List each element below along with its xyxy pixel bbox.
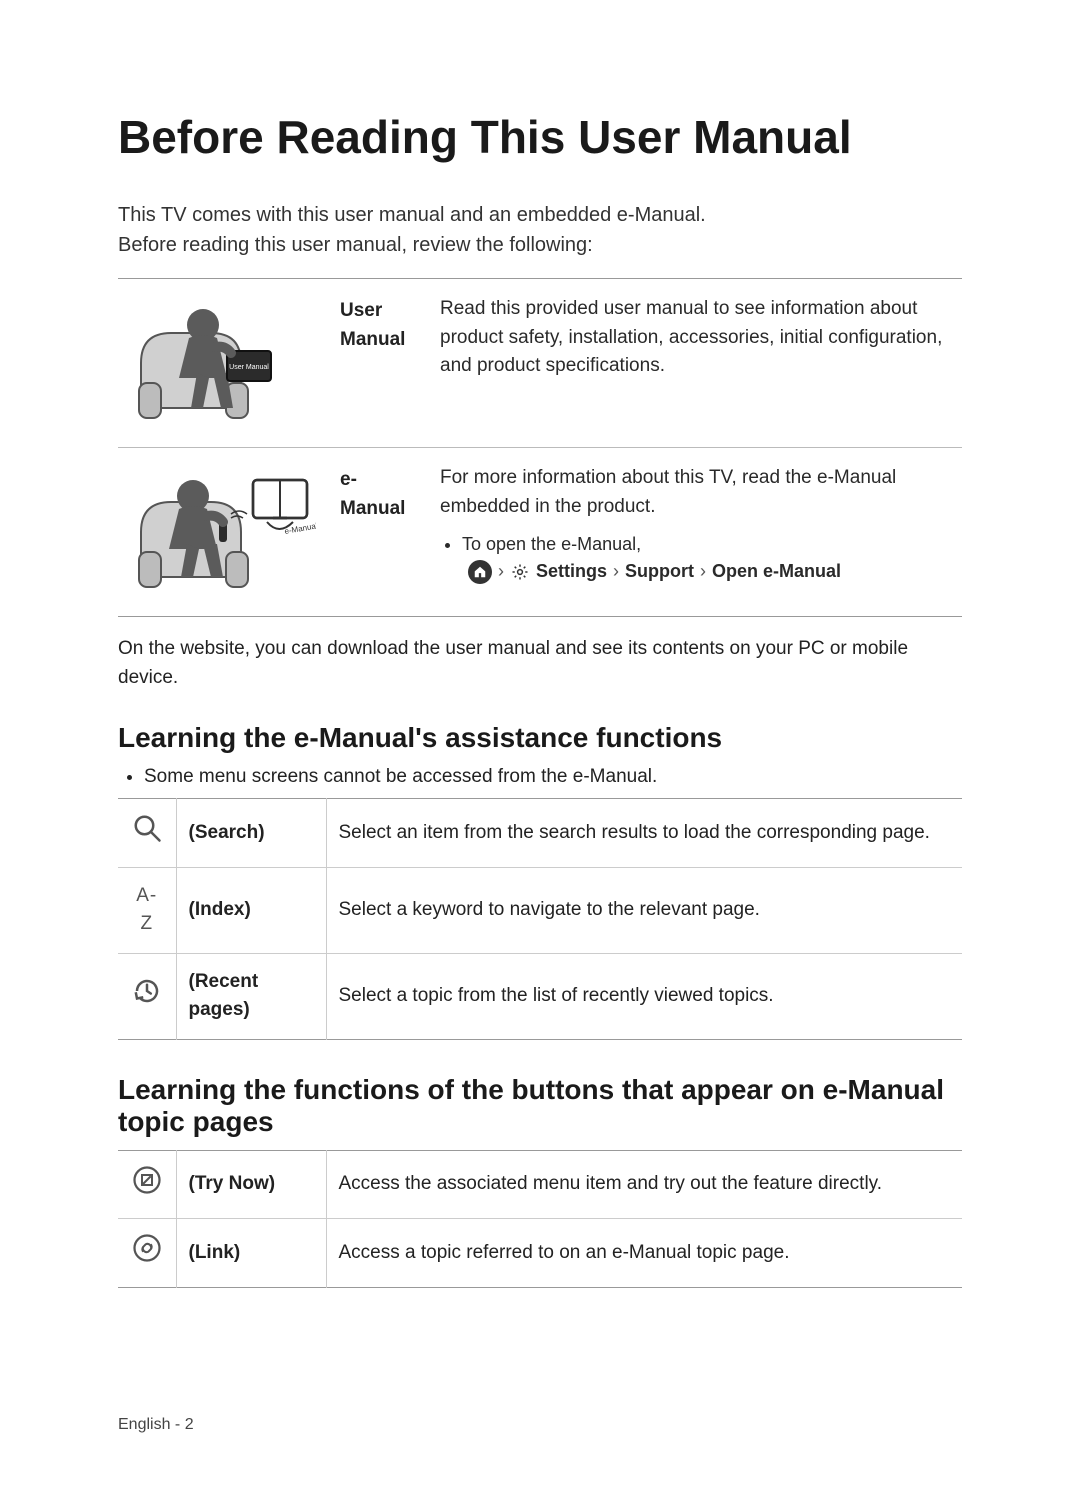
- nav-open-emanual: Open e-Manual: [712, 558, 841, 585]
- table-row: (Link) Access a topic referred to on an …: [118, 1219, 962, 1288]
- nav-settings: Settings: [536, 558, 607, 585]
- func-desc: Select an item from the search results t…: [326, 799, 962, 868]
- emanual-desc-line: For more information about this TV, read…: [440, 467, 896, 517]
- try-now-icon: [118, 1150, 176, 1219]
- topic-page-buttons-table: (Try Now) Access the associated menu ite…: [118, 1150, 962, 1288]
- nav-support: Support: [625, 558, 694, 585]
- chevron-right-icon: ›: [700, 558, 706, 585]
- manual-label: e-Manual: [328, 448, 428, 617]
- section-heading-assistance: Learning the e-Manual's assistance funct…: [118, 722, 962, 754]
- func-name: (Search): [176, 799, 326, 868]
- link-icon: [118, 1219, 176, 1288]
- intro-line-1: This TV comes with this user manual and …: [118, 200, 962, 230]
- func-name: (Link): [176, 1219, 326, 1288]
- func-desc: Select a topic from the list of recently…: [326, 953, 962, 1039]
- func-desc: Select a keyword to navigate to the rele…: [326, 867, 962, 953]
- home-icon: [468, 560, 492, 584]
- page-footer: English - 2: [118, 1416, 194, 1434]
- az-icon: A-Z: [118, 867, 176, 953]
- table-row: (Search) Select an item from the search …: [118, 799, 962, 868]
- recent-icon: [118, 953, 176, 1039]
- manual-label: User Manual: [328, 279, 428, 448]
- open-label: To open the e-Manual,: [462, 534, 641, 554]
- func-desc: Access a topic referred to on an e-Manua…: [326, 1219, 962, 1288]
- after-table-note: On the website, you can download the use…: [118, 635, 962, 692]
- chevron-right-icon: ›: [613, 558, 619, 585]
- func-desc: Access the associated menu item and try …: [326, 1150, 962, 1219]
- intro-block: This TV comes with this user manual and …: [118, 200, 962, 260]
- manual-desc: For more information about this TV, read…: [428, 448, 962, 617]
- section-heading-buttons: Learning the functions of the buttons th…: [118, 1074, 962, 1138]
- emanual-open-item: To open the e-Manual, › Settings › Suppo…: [462, 531, 950, 587]
- booklet-label: User Manual: [229, 364, 269, 371]
- func-name: (Recent pages): [176, 953, 326, 1039]
- table-row: User Manual User Manual Read this provid…: [118, 279, 962, 448]
- search-icon: [118, 799, 176, 868]
- table-row: A-Z (Index) Select a keyword to navigate…: [118, 867, 962, 953]
- section2-note-list: Some menu screens cannot be accessed fro…: [144, 766, 962, 788]
- nav-path: › Settings › Support › Open e-Manual: [468, 558, 841, 585]
- emanual-open-list: To open the e-Manual, › Settings › Suppo…: [462, 531, 950, 587]
- chevron-right-icon: ›: [498, 558, 504, 585]
- table-row: (Try Now) Access the associated menu ite…: [118, 1150, 962, 1219]
- assistance-functions-table: (Search) Select an item from the search …: [118, 798, 962, 1040]
- illustration-e-manual: e-Manual: [118, 448, 328, 617]
- manual-types-table: User Manual User Manual Read this provid…: [118, 278, 962, 617]
- func-name: (Index): [176, 867, 326, 953]
- intro-line-2: Before reading this user manual, review …: [118, 230, 962, 260]
- section2-note: Some menu screens cannot be accessed fro…: [144, 766, 962, 788]
- illustration-user-manual: User Manual: [118, 279, 328, 448]
- page-title: Before Reading This User Manual: [118, 110, 962, 164]
- gear-icon: [510, 562, 530, 582]
- func-name: (Try Now): [176, 1150, 326, 1219]
- manual-desc: Read this provided user manual to see in…: [428, 279, 962, 448]
- table-row: (Recent pages) Select a topic from the l…: [118, 953, 962, 1039]
- tv-badge-label: e-Manual: [283, 521, 315, 536]
- table-row: e-Manual e-Manual For more information a…: [118, 448, 962, 617]
